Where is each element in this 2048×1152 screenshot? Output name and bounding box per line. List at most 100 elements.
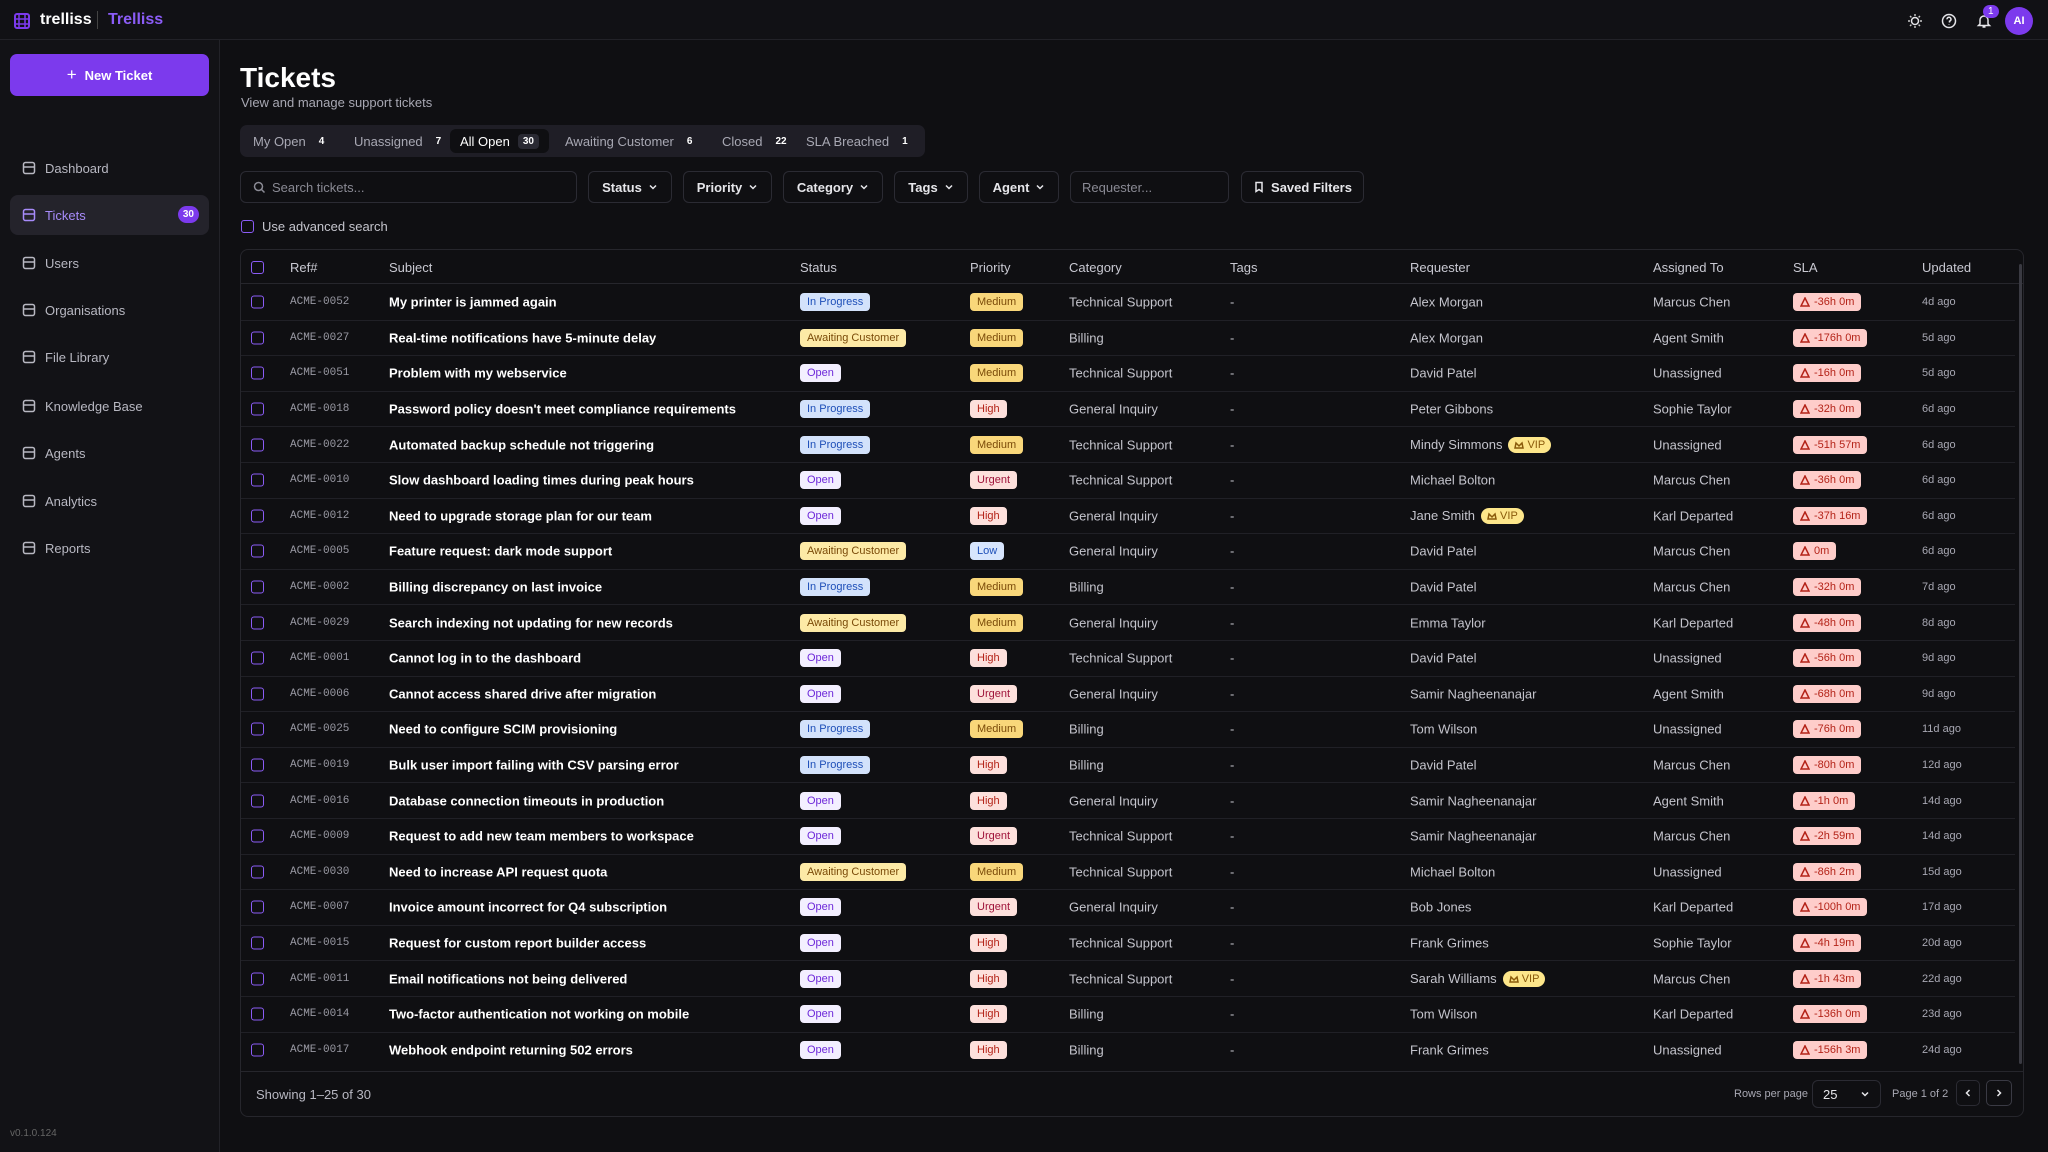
row-checkbox[interactable] bbox=[251, 473, 264, 487]
row-checkbox[interactable] bbox=[251, 936, 264, 950]
column-header[interactable]: Ref# bbox=[290, 260, 318, 275]
row-checkbox[interactable] bbox=[251, 1007, 264, 1021]
nav-item[interactable]: Users bbox=[10, 243, 209, 283]
column-header[interactable]: SLA bbox=[1793, 260, 1818, 275]
app-name[interactable]: Trelliss bbox=[108, 11, 164, 28]
requester-name: Samir Nagheenanajar bbox=[1410, 828, 1537, 844]
advanced-search[interactable]: Use advanced search bbox=[241, 219, 388, 234]
table-row[interactable]: ACME-0030 Need to increase API request qu… bbox=[241, 855, 2015, 891]
theme-toggle[interactable] bbox=[1907, 13, 1923, 29]
row-checkbox[interactable] bbox=[251, 580, 264, 594]
column-header[interactable]: Priority bbox=[970, 260, 1011, 275]
table-row[interactable]: ACME-0002 Billing discrepancy on last inv… bbox=[241, 570, 2015, 606]
column-header[interactable]: Subject bbox=[389, 260, 433, 275]
row-checkbox[interactable] bbox=[251, 687, 264, 701]
table-row[interactable]: ACME-0009 Request to add new team members… bbox=[241, 819, 2015, 855]
ref: ACME-0007 bbox=[290, 901, 350, 914]
table-row[interactable]: ACME-0029 Search indexing not updating fo… bbox=[241, 605, 2015, 641]
table-row[interactable]: ACME-0014 Two-factor authentication not w… bbox=[241, 997, 2015, 1033]
select-all-checkbox[interactable] bbox=[251, 261, 264, 274]
column-header[interactable]: Status bbox=[800, 260, 837, 275]
table-row[interactable]: ACME-0005 Feature request: dark mode supp… bbox=[241, 534, 2015, 570]
table-row[interactable]: ACME-0051 Problem with my webservice Open M… bbox=[241, 356, 2015, 392]
table-row[interactable]: ACME-0011 Email notifications not being d… bbox=[241, 961, 2015, 997]
tab[interactable]: Unassigned 7 bbox=[344, 129, 456, 153]
nav-item[interactable]: Analytics bbox=[10, 481, 209, 521]
column-header[interactable]: Updated bbox=[1922, 260, 1972, 275]
row-checkbox[interactable] bbox=[251, 758, 264, 772]
row-checkbox[interactable] bbox=[251, 651, 264, 665]
row-checkbox[interactable] bbox=[251, 295, 264, 309]
nav-item[interactable]: Organisations bbox=[10, 290, 209, 330]
priority-badge: High bbox=[970, 400, 1007, 419]
table-row[interactable]: ACME-0010 Slow dashboard loading times du… bbox=[241, 463, 2015, 499]
table-row[interactable]: ACME-0027 Real-time notifications have 5-… bbox=[241, 321, 2015, 357]
row-checkbox[interactable] bbox=[251, 402, 264, 416]
tab[interactable]: Awaiting Customer 6 bbox=[555, 129, 707, 153]
filter-dropdown[interactable]: Priority bbox=[683, 171, 772, 203]
nav-item[interactable]: Dashboard bbox=[10, 148, 209, 188]
next-page[interactable] bbox=[1986, 1080, 2012, 1106]
requester: Samir Nagheenanajar bbox=[1410, 829, 1536, 844]
row-checkbox[interactable] bbox=[251, 509, 264, 523]
tab[interactable]: Closed 22 bbox=[712, 129, 802, 153]
nav-item[interactable]: Knowledge Base bbox=[10, 386, 209, 426]
row-checkbox[interactable] bbox=[251, 829, 264, 843]
column-header[interactable]: Tags bbox=[1230, 260, 1258, 275]
row-checkbox[interactable] bbox=[251, 794, 264, 808]
tab[interactable]: My Open 4 bbox=[243, 129, 339, 153]
column-header[interactable]: Assigned To bbox=[1653, 260, 1724, 275]
help-button[interactable] bbox=[1941, 13, 1957, 29]
table-row[interactable]: ACME-0007 Invoice amount incorrect for Q4… bbox=[241, 890, 2015, 926]
table-row[interactable]: ACME-0025 Need to configure SCIM provisio… bbox=[241, 712, 2015, 748]
table-row[interactable]: ACME-0019 Bulk user import failing with C… bbox=[241, 748, 2015, 784]
table-row[interactable]: ACME-0022 Automated backup schedule not t… bbox=[241, 427, 2015, 463]
requester-name: David Patel bbox=[1410, 579, 1477, 595]
column-header[interactable]: Requester bbox=[1410, 260, 1470, 275]
sla-value: -136h 0m bbox=[1814, 1008, 1861, 1021]
sla-badge: -56h 0m bbox=[1793, 649, 1862, 668]
table-row[interactable]: ACME-0001 Cannot log in to the dashboard O… bbox=[241, 641, 2015, 677]
prev-page[interactable] bbox=[1956, 1080, 1980, 1106]
tab[interactable]: SLA Breached 1 bbox=[796, 129, 923, 153]
column-header[interactable]: Category bbox=[1069, 260, 1122, 275]
row-checkbox[interactable] bbox=[251, 438, 264, 452]
row-checkbox[interactable] bbox=[251, 972, 264, 986]
nav-item[interactable]: File Library bbox=[10, 337, 209, 377]
row-checkbox[interactable] bbox=[251, 331, 264, 345]
category: Technical Support bbox=[1069, 828, 1173, 844]
new-ticket-button[interactable]: + New Ticket bbox=[10, 54, 209, 96]
search-input[interactable]: Search tickets... bbox=[240, 171, 577, 203]
row-checkbox[interactable] bbox=[251, 1043, 264, 1057]
nav-item[interactable]: Agents bbox=[10, 433, 209, 473]
row-checkbox[interactable] bbox=[251, 865, 264, 879]
ref: ACME-0011 bbox=[290, 972, 350, 985]
filter-dropdown[interactable]: Tags bbox=[894, 171, 968, 203]
requester-input[interactable]: Requester... bbox=[1070, 171, 1229, 203]
avatar[interactable]: AI bbox=[2005, 7, 2033, 35]
row-checkbox[interactable] bbox=[251, 366, 264, 380]
tab[interactable]: All Open 30 bbox=[450, 129, 549, 153]
tags: - bbox=[1230, 971, 1235, 987]
table-row[interactable]: ACME-0015 Request for custom report build… bbox=[241, 926, 2015, 962]
table-row[interactable]: ACME-0017 Webhook endpoint returning 502 … bbox=[241, 1033, 2015, 1065]
table-row[interactable]: ACME-0012 Need to upgrade storage plan fo… bbox=[241, 499, 2015, 535]
table-row[interactable]: ACME-0016 Database connection timeouts in… bbox=[241, 783, 2015, 819]
table-row[interactable]: ACME-0018 Password policy doesn't meet co… bbox=[241, 392, 2015, 428]
checkbox[interactable] bbox=[241, 220, 254, 233]
filter-dropdown[interactable]: Agent bbox=[979, 171, 1059, 203]
row-checkbox[interactable] bbox=[251, 722, 264, 736]
row-checkbox[interactable] bbox=[251, 900, 264, 914]
ref: ACME-0029 bbox=[290, 616, 350, 629]
table-row[interactable]: ACME-0006 Cannot access shared drive afte… bbox=[241, 677, 2015, 713]
filter-dropdown[interactable]: Status bbox=[588, 171, 672, 203]
page-indicator: Page 1 of 2 bbox=[1892, 1088, 1949, 1100]
nav-item[interactable]: Reports bbox=[10, 528, 209, 568]
filter-dropdown[interactable]: Category bbox=[783, 171, 883, 203]
row-checkbox[interactable] bbox=[251, 544, 264, 558]
rows-per-page-select[interactable]: 25 bbox=[1812, 1080, 1881, 1108]
row-checkbox[interactable] bbox=[251, 616, 264, 630]
nav-item[interactable]: Tickets 30 bbox=[10, 195, 209, 235]
saved-filters-button[interactable]: Saved Filters bbox=[1241, 171, 1364, 203]
table-row[interactable]: ACME-0052 My printer is jammed again In Pr… bbox=[241, 285, 2015, 321]
